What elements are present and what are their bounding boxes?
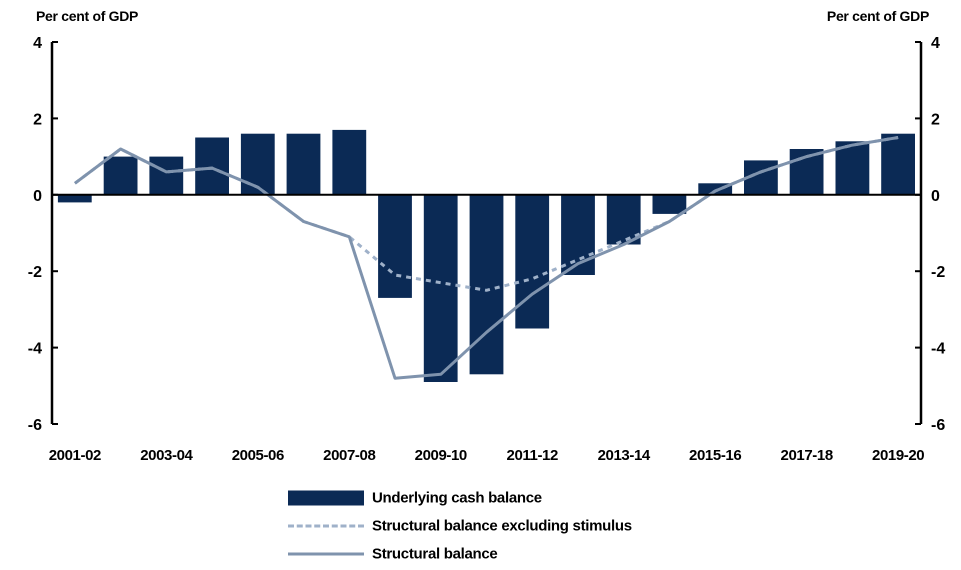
bar: [149, 156, 184, 195]
y-tick-label-right: -6: [931, 417, 945, 434]
legend-item-structural-balance: Structural balance: [288, 540, 808, 568]
legend-swatch-solid-line: [288, 552, 364, 556]
y-tick-label-left: -4: [28, 341, 42, 358]
y-tick-label-left: -2: [28, 264, 42, 281]
bar: [698, 183, 733, 195]
bar: [423, 194, 458, 382]
legend-item-underlying-cash-balance: Underlying cash balance: [288, 484, 808, 512]
legend-label: Structural balance: [372, 545, 498, 563]
y-tick-label-right: -4: [931, 341, 945, 358]
y-tick-label-left: 4: [33, 35, 42, 52]
x-tick-label: 2001-02: [49, 447, 101, 464]
bar: [240, 133, 275, 195]
x-tick-label: 2003-04: [140, 447, 193, 464]
x-tick-label: 2005-06: [232, 447, 284, 464]
x-tick-label: 2019-20: [872, 447, 924, 464]
bar: [469, 194, 504, 375]
y-tick-label-right: 4: [931, 35, 940, 52]
bar: [103, 156, 138, 195]
y-tick-label-left: -6: [28, 417, 42, 434]
x-tick-label: 2015-16: [689, 447, 741, 464]
x-tick-label: 2013-14: [598, 447, 651, 464]
bar: [561, 194, 595, 275]
y-axis-label-left: Per cent of GDP: [36, 8, 139, 24]
bar: [606, 194, 641, 245]
bar: [515, 194, 550, 329]
bar: [195, 137, 229, 195]
y-tick-label-right: 0: [931, 188, 940, 205]
bar: [286, 133, 321, 195]
y-tick-label-right: -2: [931, 264, 945, 281]
chart-area: 4 4 2 2 0 0 -2 -2 -4 -4 -6 -6 2001-02 2003-04 2005-06 2…: [28, 35, 946, 464]
x-tick-label: 2007-08: [323, 447, 375, 464]
bar: [57, 194, 92, 203]
x-tick-label: 2009-10: [415, 447, 467, 464]
y-tick-label-left: 0: [33, 188, 42, 205]
legend-label: Underlying cash balance: [372, 489, 542, 507]
x-tick-label: 2017-18: [781, 447, 833, 464]
y-tick-label-right: 2: [931, 111, 940, 128]
legend-swatch-dashed-line: [288, 524, 364, 528]
series-line-structural-balance: [73, 136, 899, 380]
legend-swatch-bar: [288, 490, 364, 506]
bar: [881, 133, 915, 195]
chart-legend: Underlying cash balance Structural balan…: [288, 484, 808, 568]
x-tick-label: 2011-12: [507, 447, 558, 464]
bar: [652, 194, 687, 214]
y-axis-label-right: Per cent of GDP: [826, 8, 929, 24]
bar: [332, 129, 367, 195]
bar: [835, 141, 870, 195]
y-tick-label-left: 2: [33, 111, 42, 128]
legend-label: Structural balance excluding stimulus: [372, 517, 632, 535]
legend-item-structural-balance-excluding-stimulus: Structural balance excluding stimulus: [288, 512, 808, 540]
bar: [378, 194, 412, 298]
